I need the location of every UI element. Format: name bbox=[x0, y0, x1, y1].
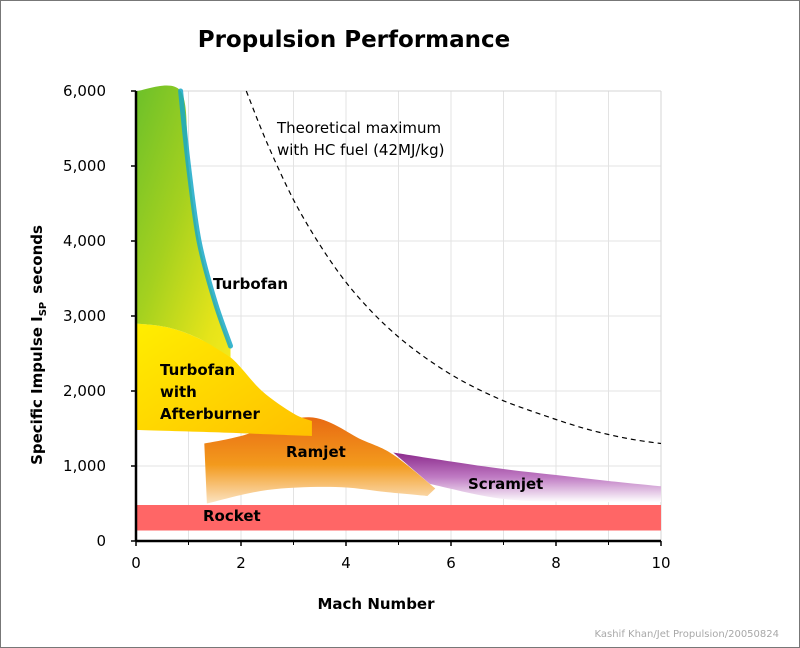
y-axis-ticks: 0 1,000 2,000 3,000 4,000 5,000 6,000 bbox=[63, 82, 136, 550]
x-tick-label: 10 bbox=[651, 554, 670, 572]
rocket-region bbox=[136, 505, 661, 531]
x-tick-label: 4 bbox=[341, 554, 351, 572]
x-axis-ticks: 0 2 4 6 8 10 bbox=[131, 541, 671, 572]
rocket-label: Rocket bbox=[203, 507, 261, 525]
turbofan-edge bbox=[178, 88, 233, 349]
y-tick-label: 4,000 bbox=[63, 232, 106, 250]
y-axis-label: Specific Impulse ISP seconds bbox=[28, 225, 49, 465]
scramjet-region bbox=[393, 452, 661, 503]
scramjet-label: Scramjet bbox=[468, 475, 543, 493]
theoretical-max-line bbox=[245, 90, 662, 445]
x-tick-label: 0 bbox=[131, 554, 141, 572]
y-tick-label: 3,000 bbox=[63, 307, 106, 325]
y-tick-label: 6,000 bbox=[63, 82, 106, 100]
theoretical-max-label-line2: with HC fuel (42MJ/kg) bbox=[277, 141, 444, 159]
y-axis-label-text: Specific Impulse ISP seconds bbox=[28, 225, 49, 465]
ramjet-region bbox=[204, 417, 436, 504]
turbofan-region bbox=[136, 85, 231, 358]
afterburner-label-line3: Afterburner bbox=[160, 405, 261, 423]
theoretical-max-label-line1: Theoretical maximum bbox=[276, 119, 441, 137]
y-tick-label: 0 bbox=[96, 532, 106, 550]
x-tick-label: 8 bbox=[551, 554, 561, 572]
x-tick-label: 2 bbox=[236, 554, 246, 572]
afterburner-label-line2: with bbox=[160, 383, 197, 401]
y-tick-label: 2,000 bbox=[63, 382, 106, 400]
x-axis-label: Mach Number bbox=[317, 595, 435, 613]
y-axis-label-main: Specific Impulse I bbox=[28, 316, 46, 465]
x-tick-label: 6 bbox=[446, 554, 456, 572]
afterburner-label-line1: Turbofan bbox=[160, 361, 235, 379]
y-axis-label-subscript: SP bbox=[38, 302, 49, 317]
credit-text: Kashif Khan/Jet Propulsion/20050824 bbox=[594, 629, 779, 640]
turbofan-label: Turbofan bbox=[213, 275, 288, 293]
y-tick-label: 5,000 bbox=[63, 157, 106, 175]
performance-regions bbox=[136, 85, 661, 531]
turbofan-with-afterburner-region bbox=[136, 323, 312, 436]
chart-title: Propulsion Performance bbox=[198, 27, 511, 53]
y-tick-label: 1,000 bbox=[63, 457, 106, 475]
y-axis-label-unit: seconds bbox=[28, 225, 46, 294]
ramjet-label: Ramjet bbox=[286, 443, 346, 461]
